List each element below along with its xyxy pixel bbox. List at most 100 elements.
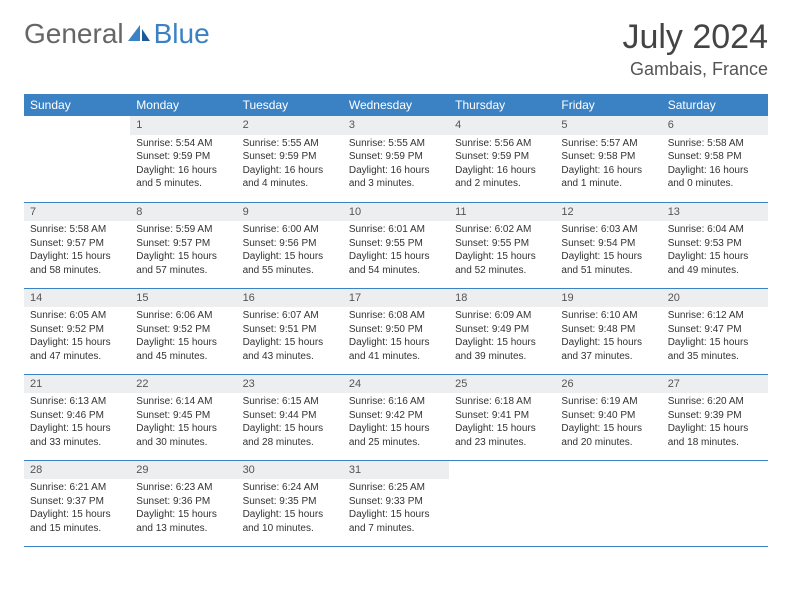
sunset-line: Sunset: 9:54 PM: [561, 237, 655, 251]
daylight-line: Daylight: 15 hours and 41 minutes.: [349, 336, 443, 363]
day-body: Sunrise: 6:25 AMSunset: 9:33 PMDaylight:…: [343, 479, 449, 539]
sunset-line: Sunset: 9:58 PM: [561, 150, 655, 164]
sunrise-line: Sunrise: 5:55 AM: [349, 137, 443, 151]
calendar-week-row: 28Sunrise: 6:21 AMSunset: 9:37 PMDayligh…: [24, 460, 768, 546]
daylight-line: Daylight: 15 hours and 54 minutes.: [349, 250, 443, 277]
sunrise-line: Sunrise: 6:18 AM: [455, 395, 549, 409]
page-title: July 2024: [622, 18, 768, 57]
daylight-line: Daylight: 16 hours and 0 minutes.: [668, 164, 762, 191]
calendar-day-cell: 21Sunrise: 6:13 AMSunset: 9:46 PMDayligh…: [24, 374, 130, 460]
sunrise-line: Sunrise: 6:13 AM: [30, 395, 124, 409]
daylight-line: Daylight: 15 hours and 35 minutes.: [668, 336, 762, 363]
daylight-line: Daylight: 15 hours and 28 minutes.: [243, 422, 337, 449]
sunrise-line: Sunrise: 6:07 AM: [243, 309, 337, 323]
calendar-day-cell: 10Sunrise: 6:01 AMSunset: 9:55 PMDayligh…: [343, 202, 449, 288]
day-number: 10: [343, 203, 449, 222]
calendar-day-cell: 7Sunrise: 5:58 AMSunset: 9:57 PMDaylight…: [24, 202, 130, 288]
sunset-line: Sunset: 9:55 PM: [455, 237, 549, 251]
daylight-line: Daylight: 15 hours and 49 minutes.: [668, 250, 762, 277]
day-number: 21: [24, 375, 130, 394]
sunrise-line: Sunrise: 5:59 AM: [136, 223, 230, 237]
calendar-day-cell: 9Sunrise: 6:00 AMSunset: 9:56 PMDaylight…: [237, 202, 343, 288]
day-body: Sunrise: 6:16 AMSunset: 9:42 PMDaylight:…: [343, 393, 449, 453]
calendar-day-cell: 2Sunrise: 5:55 AMSunset: 9:59 PMDaylight…: [237, 116, 343, 202]
day-number: 2: [237, 116, 343, 135]
sunset-line: Sunset: 9:59 PM: [349, 150, 443, 164]
sunset-line: Sunset: 9:52 PM: [136, 323, 230, 337]
calendar-day-cell: 12Sunrise: 6:03 AMSunset: 9:54 PMDayligh…: [555, 202, 661, 288]
sunset-line: Sunset: 9:37 PM: [30, 495, 124, 509]
sunrise-line: Sunrise: 5:58 AM: [30, 223, 124, 237]
sunset-line: Sunset: 9:56 PM: [243, 237, 337, 251]
calendar-day-cell: 30Sunrise: 6:24 AMSunset: 9:35 PMDayligh…: [237, 460, 343, 546]
calendar-empty-cell: [662, 460, 768, 546]
sunset-line: Sunset: 9:46 PM: [30, 409, 124, 423]
daylight-line: Daylight: 15 hours and 13 minutes.: [136, 508, 230, 535]
calendar-day-cell: 31Sunrise: 6:25 AMSunset: 9:33 PMDayligh…: [343, 460, 449, 546]
brand-logo: General Blue: [24, 18, 210, 50]
calendar-day-cell: 13Sunrise: 6:04 AMSunset: 9:53 PMDayligh…: [662, 202, 768, 288]
daylight-line: Daylight: 15 hours and 45 minutes.: [136, 336, 230, 363]
sunrise-line: Sunrise: 5:55 AM: [243, 137, 337, 151]
daylight-line: Daylight: 15 hours and 47 minutes.: [30, 336, 124, 363]
calendar-table: SundayMondayTuesdayWednesdayThursdayFrid…: [24, 94, 768, 547]
sunrise-line: Sunrise: 6:19 AM: [561, 395, 655, 409]
title-block: July 2024 Gambais, France: [622, 18, 768, 80]
day-body: Sunrise: 5:58 AMSunset: 9:58 PMDaylight:…: [662, 135, 768, 195]
day-body: Sunrise: 6:00 AMSunset: 9:56 PMDaylight:…: [237, 221, 343, 281]
sunset-line: Sunset: 9:59 PM: [455, 150, 549, 164]
calendar-day-cell: 29Sunrise: 6:23 AMSunset: 9:36 PMDayligh…: [130, 460, 236, 546]
daylight-line: Daylight: 15 hours and 43 minutes.: [243, 336, 337, 363]
weekday-header: Friday: [555, 94, 661, 116]
day-body: Sunrise: 5:58 AMSunset: 9:57 PMDaylight:…: [24, 221, 130, 281]
calendar-day-cell: 5Sunrise: 5:57 AMSunset: 9:58 PMDaylight…: [555, 116, 661, 202]
calendar-day-cell: 11Sunrise: 6:02 AMSunset: 9:55 PMDayligh…: [449, 202, 555, 288]
calendar-day-cell: 26Sunrise: 6:19 AMSunset: 9:40 PMDayligh…: [555, 374, 661, 460]
sunset-line: Sunset: 9:59 PM: [136, 150, 230, 164]
sunset-line: Sunset: 9:50 PM: [349, 323, 443, 337]
sunrise-line: Sunrise: 6:20 AM: [668, 395, 762, 409]
daylight-line: Daylight: 15 hours and 18 minutes.: [668, 422, 762, 449]
sunrise-line: Sunrise: 5:57 AM: [561, 137, 655, 151]
sunset-line: Sunset: 9:33 PM: [349, 495, 443, 509]
day-number: 14: [24, 289, 130, 308]
sunrise-line: Sunrise: 5:54 AM: [136, 137, 230, 151]
day-number: 23: [237, 375, 343, 394]
sunset-line: Sunset: 9:39 PM: [668, 409, 762, 423]
day-body: Sunrise: 6:13 AMSunset: 9:46 PMDaylight:…: [24, 393, 130, 453]
weekday-header: Saturday: [662, 94, 768, 116]
sunset-line: Sunset: 9:58 PM: [668, 150, 762, 164]
daylight-line: Daylight: 15 hours and 39 minutes.: [455, 336, 549, 363]
day-number: 30: [237, 461, 343, 480]
calendar-day-cell: 16Sunrise: 6:07 AMSunset: 9:51 PMDayligh…: [237, 288, 343, 374]
daylight-line: Daylight: 16 hours and 3 minutes.: [349, 164, 443, 191]
sunrise-line: Sunrise: 6:00 AM: [243, 223, 337, 237]
day-number: 13: [662, 203, 768, 222]
day-number: 17: [343, 289, 449, 308]
calendar-empty-cell: [24, 116, 130, 202]
day-body: Sunrise: 6:23 AMSunset: 9:36 PMDaylight:…: [130, 479, 236, 539]
day-number: 8: [130, 203, 236, 222]
day-number: 15: [130, 289, 236, 308]
day-body: Sunrise: 6:03 AMSunset: 9:54 PMDaylight:…: [555, 221, 661, 281]
sunset-line: Sunset: 9:57 PM: [30, 237, 124, 251]
day-number: 26: [555, 375, 661, 394]
sunset-line: Sunset: 9:53 PM: [668, 237, 762, 251]
sail-icon: [126, 18, 152, 50]
weekday-header: Tuesday: [237, 94, 343, 116]
sunrise-line: Sunrise: 6:01 AM: [349, 223, 443, 237]
sunset-line: Sunset: 9:49 PM: [455, 323, 549, 337]
day-body: Sunrise: 6:14 AMSunset: 9:45 PMDaylight:…: [130, 393, 236, 453]
day-body: Sunrise: 5:55 AMSunset: 9:59 PMDaylight:…: [237, 135, 343, 195]
daylight-line: Daylight: 15 hours and 30 minutes.: [136, 422, 230, 449]
weekday-header: Wednesday: [343, 94, 449, 116]
day-body: Sunrise: 6:01 AMSunset: 9:55 PMDaylight:…: [343, 221, 449, 281]
sunrise-line: Sunrise: 6:05 AM: [30, 309, 124, 323]
day-number: 9: [237, 203, 343, 222]
sunset-line: Sunset: 9:47 PM: [668, 323, 762, 337]
day-body: Sunrise: 6:06 AMSunset: 9:52 PMDaylight:…: [130, 307, 236, 367]
daylight-line: Daylight: 15 hours and 23 minutes.: [455, 422, 549, 449]
day-body: Sunrise: 6:10 AMSunset: 9:48 PMDaylight:…: [555, 307, 661, 367]
daylight-line: Daylight: 15 hours and 25 minutes.: [349, 422, 443, 449]
day-number: 19: [555, 289, 661, 308]
